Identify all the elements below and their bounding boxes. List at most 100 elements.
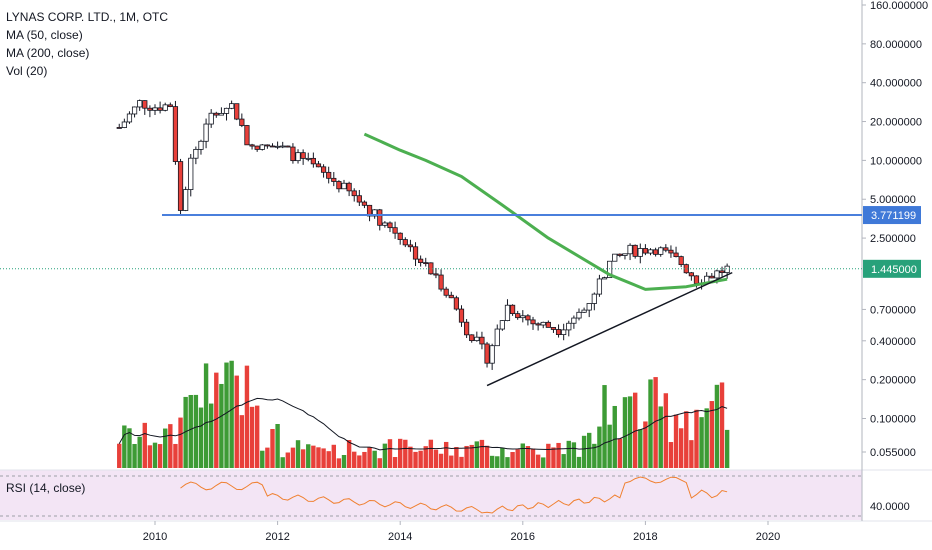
volume-bar-down [285, 452, 291, 468]
volume-bar-down [321, 448, 326, 468]
volume-bar-up [724, 429, 730, 468]
volume-bar-down [632, 392, 638, 468]
volume-bar-down [357, 455, 362, 468]
volume-bar-down [336, 458, 342, 468]
candle-up [203, 123, 209, 142]
volume-bar-down [398, 438, 403, 468]
candle-down [617, 253, 623, 256]
axes-layer: 160.000000 80.000000 40.000000 20.000000 10.… [143, 0, 928, 543]
volume-bar-down [694, 409, 699, 468]
volume-bar-down [668, 442, 674, 468]
volume-bar-down [290, 447, 296, 468]
candle-up [494, 328, 500, 347]
candle-down [326, 171, 332, 179]
volume-legend[interactable]: Vol (20) [6, 64, 48, 78]
volume-bar-up [541, 457, 546, 468]
volume-bar-down [346, 440, 352, 468]
candle-up [131, 106, 138, 115]
rsi-legend[interactable]: RSI (14, close) [6, 481, 86, 495]
price-tick-label: 0.200000 [870, 375, 916, 387]
candle-down [458, 308, 465, 323]
volume-bar-down [653, 377, 658, 468]
candle-down [469, 334, 475, 342]
candle-up [229, 103, 235, 109]
volume-bar-up [566, 440, 571, 468]
candle-up [637, 248, 643, 257]
chart-legend: LYNAS CORP. LTD., 1M, OTC MA (50, close)… [6, 8, 168, 80]
volume-bar-down [449, 455, 454, 468]
candle-down [719, 270, 725, 274]
candle-up [714, 270, 720, 279]
volume-bar-up [699, 417, 704, 468]
volume-bar-down [423, 446, 428, 468]
volume-bar-up [132, 443, 137, 468]
time-tick-label: 2014 [388, 531, 412, 543]
volume-bar-up [561, 454, 566, 468]
volume-bar-down [142, 422, 147, 468]
volume-bar-up [627, 396, 633, 468]
time-tick-label: 2010 [143, 531, 167, 543]
volume-bar-up [295, 440, 301, 468]
volume-bar-down [663, 393, 669, 468]
volume-bar-up [612, 405, 617, 468]
candle-down [673, 252, 679, 258]
volume-bar-down [413, 451, 418, 468]
time-tick-label: 2020 [756, 531, 780, 543]
volume-bar-down [234, 375, 239, 468]
candle-down [642, 248, 649, 254]
volume-bar-down [484, 445, 490, 468]
volume-bar-down [311, 445, 316, 468]
candle-down [484, 343, 490, 364]
volume-bar-down [438, 453, 444, 468]
candle-up [566, 322, 572, 331]
volume-bar-down [525, 446, 531, 468]
volume-bar-down [254, 405, 260, 468]
candle-up [274, 145, 281, 148]
volume-bar-down [719, 382, 725, 468]
volume-bar-down [459, 456, 464, 468]
volume-bar-up [474, 441, 480, 468]
volume-bar-down [428, 439, 434, 468]
volume-bar-up [219, 383, 224, 468]
volume-bar-up [587, 432, 592, 468]
volume-bar-down [178, 417, 183, 468]
volume-bar-up [127, 428, 132, 468]
volume-bar-up [341, 454, 347, 468]
candle-down [249, 144, 255, 147]
volume-bar-down [377, 458, 382, 468]
candle-down [438, 274, 444, 290]
ma50-legend[interactable]: MA (50, close) [6, 28, 83, 42]
volume-bar-up [505, 457, 510, 468]
candle-down [147, 107, 153, 111]
volume-bar-down [464, 445, 469, 468]
time-tick-label: 2018 [633, 531, 657, 543]
candle-down [535, 323, 541, 326]
volume-bar-down [673, 414, 679, 468]
symbol-title[interactable]: LYNAS CORP. LTD., 1M, OTC [6, 10, 169, 24]
volume-bar-down [249, 406, 255, 468]
volume-bar-up [495, 456, 500, 468]
volume-bar-down [479, 439, 485, 468]
volume-bar-down [214, 372, 219, 468]
volume-bar-down [535, 454, 541, 468]
candle-up [499, 320, 505, 330]
volume-bar-up [704, 408, 709, 468]
horizontal-level-label: 3.771199 [871, 210, 916, 222]
candle-down [479, 336, 485, 345]
volume-bar-down [117, 443, 122, 468]
candle-down [300, 152, 306, 159]
candle-up [627, 244, 633, 255]
candle-down [172, 106, 179, 162]
rsi-line [180, 476, 728, 514]
candle-up [382, 222, 388, 226]
volume-bar-up [306, 444, 311, 468]
current-price-badge [863, 259, 921, 278]
candle-up [198, 140, 204, 150]
volume-bar-down [168, 424, 173, 468]
volume-bar-down [157, 444, 163, 468]
ma200-legend[interactable]: MA (200, close) [6, 46, 90, 60]
price-tick-label: 40.000000 [870, 78, 922, 90]
volume-bar-up [229, 360, 234, 468]
volume-bar-up [581, 435, 587, 468]
